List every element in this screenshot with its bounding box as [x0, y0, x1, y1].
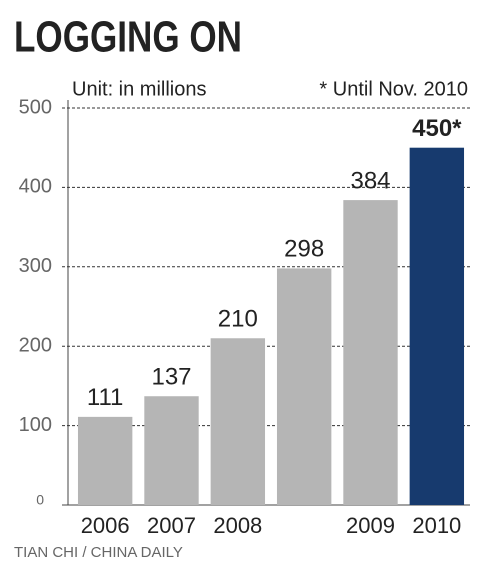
y-tick-label: 400 — [19, 176, 52, 198]
source: TIAN CHI / CHINA DAILY — [14, 544, 183, 561]
bar — [343, 200, 398, 505]
x-tick-label: 2007 — [147, 513, 196, 538]
bar — [409, 147, 465, 505]
subtitle: Unit: in millions — [72, 78, 206, 100]
value-label: 111 — [87, 384, 123, 411]
value-label: 137 — [151, 364, 191, 391]
bar — [144, 396, 199, 505]
value-label: 450* — [412, 115, 462, 142]
y-tick-label: 300 — [19, 255, 52, 277]
bar — [77, 416, 133, 505]
annotation: * Until Nov. 2010 — [319, 78, 468, 100]
chart-title: LOGGING ON — [14, 13, 242, 62]
x-tick-label: 2010 — [412, 513, 461, 538]
value-label: 298 — [284, 236, 324, 263]
x-tick-label: 2008 — [213, 513, 262, 538]
x-tick-label: 2006 — [81, 513, 130, 538]
bar — [276, 268, 332, 505]
bar — [210, 338, 266, 505]
y-tick-label: 100 — [19, 414, 52, 436]
x-tick-label: 2009 — [346, 513, 395, 538]
y-tick-label: 500 — [19, 96, 52, 118]
value-label: 384 — [350, 167, 390, 194]
value-label: 210 — [218, 306, 258, 333]
y-tick-label: 200 — [19, 334, 52, 356]
y-tick-label: 0 — [36, 492, 44, 508]
